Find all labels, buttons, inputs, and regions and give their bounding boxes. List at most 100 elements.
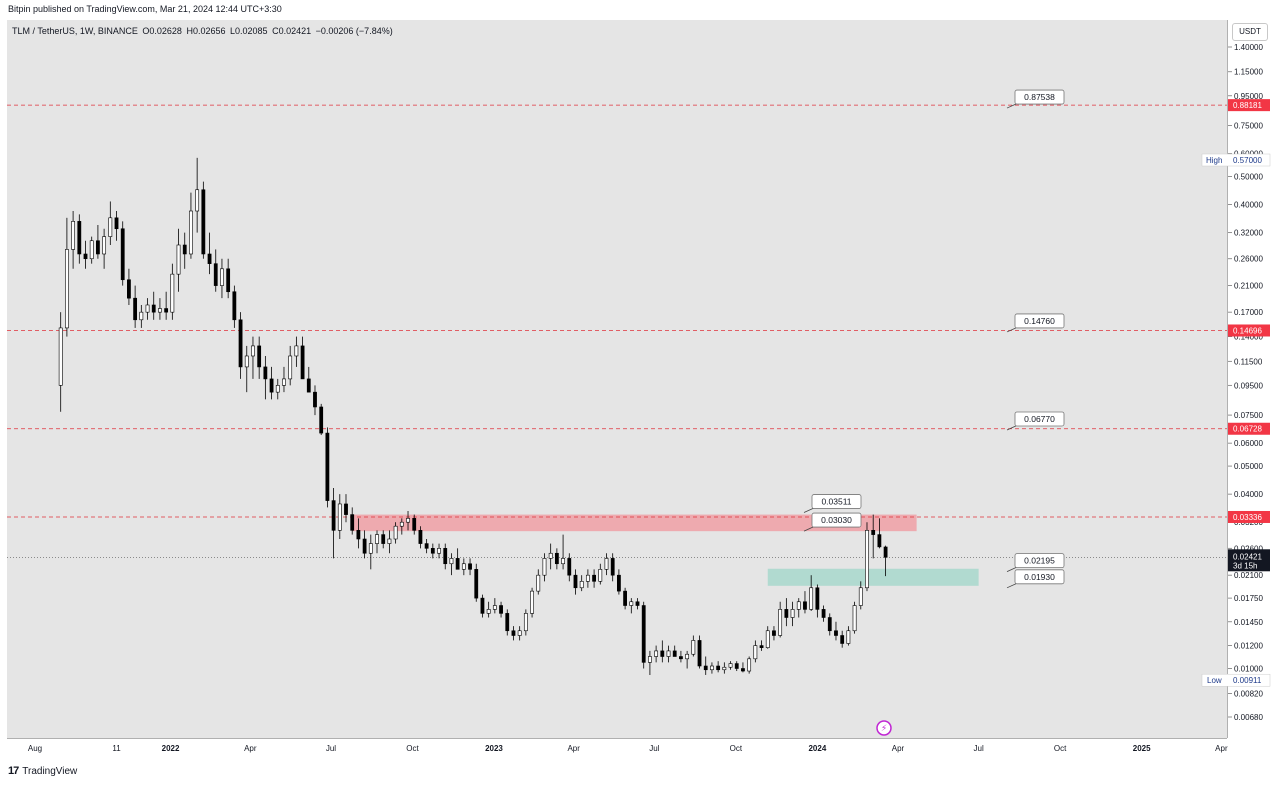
candle-body (585, 574, 590, 582)
high-marker-box (1201, 153, 1271, 167)
candle-body (114, 217, 119, 230)
candle-body (834, 630, 838, 636)
y-tick-label: 0.09500 (1234, 381, 1263, 390)
candle-body (263, 366, 268, 380)
candle-body (127, 279, 131, 299)
candle-body (610, 558, 615, 576)
candle-body (232, 291, 237, 321)
candle-body (697, 640, 702, 667)
close-value: C0.02421 (272, 26, 312, 36)
candle-body (734, 663, 739, 669)
candle-body (406, 518, 410, 523)
candle-body (796, 601, 801, 610)
currency-button[interactable]: USDT (1232, 23, 1268, 41)
x-tick-label: Oct (1054, 744, 1067, 753)
annotation-label: 0.87538 (1024, 92, 1055, 102)
low-marker-value: 0.00911 (1233, 676, 1262, 685)
level-price-tag-label: 0.03336 (1233, 513, 1262, 522)
candle-body (803, 601, 807, 610)
candle-body (759, 645, 764, 648)
candle-body (412, 518, 417, 531)
candle-body (226, 268, 231, 293)
candle-body (753, 645, 758, 660)
x-tick-label: 2023 (485, 744, 503, 753)
low-marker-box (1201, 673, 1271, 687)
change-value: −0.00206 (−7.84%) (315, 26, 393, 36)
annotation-label: 0.03030 (821, 515, 852, 525)
annotation-label: 0.02195 (1024, 556, 1055, 566)
candle-body (294, 345, 299, 357)
candle-body (852, 605, 857, 632)
candle-body (195, 189, 200, 212)
candle-body (269, 378, 274, 393)
y-tick-label: 1.15000 (1234, 68, 1263, 77)
tradingview-logo-icon[interactable]: 17 (8, 765, 19, 777)
x-tick-label: 2025 (1133, 744, 1151, 753)
candle-body (741, 668, 745, 672)
candle-body (536, 574, 541, 592)
event-bolt-icon (876, 720, 892, 736)
footer: 17 TradingView (8, 765, 77, 777)
candle-body (474, 569, 479, 599)
candle-body (337, 503, 342, 531)
candle-body (765, 630, 770, 648)
candle-body (151, 304, 156, 313)
candle-body (387, 538, 392, 544)
candle-body (145, 304, 150, 313)
candle-body (102, 236, 107, 255)
candle-body (554, 552, 559, 565)
candle-body (778, 609, 783, 636)
symbol-pair: TLM / TetherUS, 1W, BINANCE (12, 26, 138, 36)
x-tick-label: Apr (567, 744, 580, 753)
candle-body (300, 345, 305, 380)
candle-body (871, 530, 876, 535)
candle-body (660, 650, 665, 657)
candle-body (189, 210, 193, 255)
y-tick-label: 0.50000 (1234, 172, 1263, 181)
y-tick-label: 0.02600 (1234, 544, 1263, 553)
resistance-zone (352, 514, 917, 532)
annotation-label: 0.06770 (1024, 414, 1055, 424)
candle-body (809, 587, 814, 610)
candle-body (790, 609, 795, 618)
candle-body (251, 345, 255, 357)
candle-body (418, 530, 423, 544)
chart-area[interactable] (7, 20, 1227, 738)
y-tick-label: 0.04000 (1234, 490, 1263, 499)
candle-body (350, 514, 355, 531)
candle-body (567, 558, 572, 576)
candle-body (629, 601, 634, 606)
candle-body (164, 308, 169, 313)
candle-body (238, 319, 243, 368)
candle-body (827, 617, 832, 632)
y-tick-label: 1.40000 (1234, 43, 1263, 52)
candle-body (207, 253, 212, 264)
y-tick-label: 0.01000 (1234, 664, 1263, 673)
candle-body (722, 666, 727, 671)
y-tick-label: 0.00680 (1234, 713, 1263, 722)
candle-body (362, 538, 367, 554)
candle-body (499, 605, 503, 614)
candle-body (58, 327, 63, 386)
footer-brand[interactable]: TradingView (22, 765, 78, 777)
candle-body (654, 650, 659, 657)
candle-body (176, 244, 181, 275)
candle-body (883, 546, 888, 558)
candle-body (716, 665, 721, 671)
candle-body (257, 345, 262, 368)
candle-body (213, 263, 218, 286)
annotation-box (811, 494, 862, 509)
candle-body (579, 581, 584, 589)
x-tick-label: Oct (406, 744, 419, 753)
candle-body (244, 355, 249, 368)
candle-body (288, 355, 293, 380)
x-tick-label: Apr (1215, 744, 1228, 753)
candle-body (648, 656, 652, 663)
level-price-tag (1228, 99, 1270, 112)
candle-body (424, 543, 429, 549)
candle-body (77, 221, 82, 255)
candle-body (275, 385, 280, 393)
candle-body (381, 534, 386, 544)
y-tick-label: 0.95000 (1234, 92, 1263, 101)
candle-body (604, 558, 609, 570)
